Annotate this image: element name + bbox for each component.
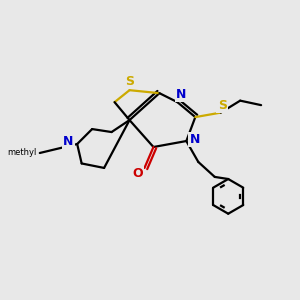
Text: O: O: [133, 167, 143, 180]
Text: N: N: [63, 135, 74, 148]
Text: S: S: [218, 99, 227, 112]
Text: N: N: [190, 133, 200, 146]
Text: S: S: [125, 75, 134, 88]
Text: methyl: methyl: [8, 148, 37, 158]
Text: N: N: [176, 88, 186, 101]
